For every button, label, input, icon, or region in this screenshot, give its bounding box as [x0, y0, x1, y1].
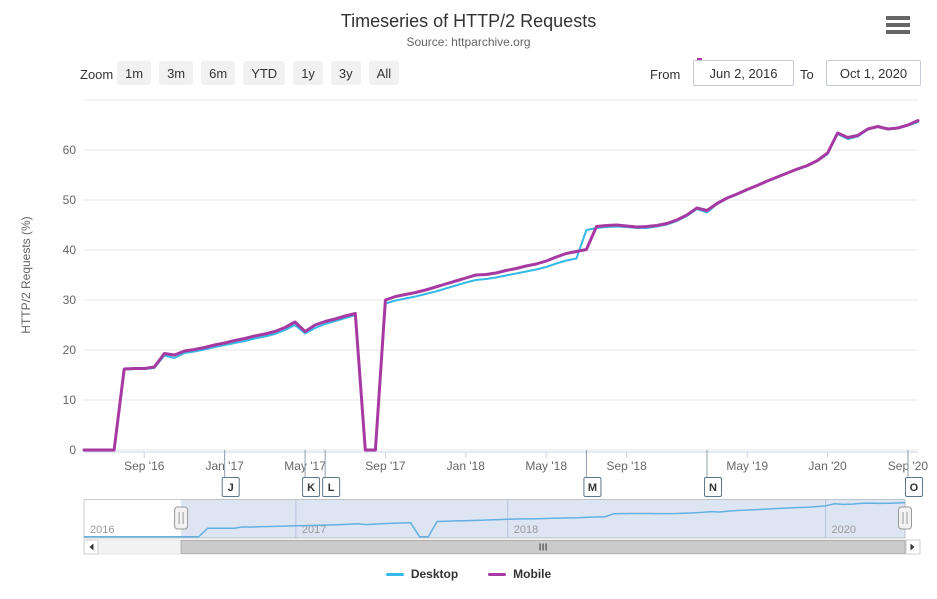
y-tick-label-0: 0 — [69, 443, 76, 457]
zoom-button-ytd[interactable]: YTD — [243, 61, 286, 85]
x-tick-label: Jan '18 — [447, 459, 486, 473]
zoom-button-1y[interactable]: 1y — [293, 61, 323, 85]
scrollbar — [83, 539, 921, 555]
x-tick-label: May '19 — [726, 459, 768, 473]
hamburger-bar — [886, 23, 910, 27]
legend-item-desktop[interactable]: Desktop — [385, 567, 459, 581]
flag-box — [583, 477, 602, 497]
chart-subtitle: Source: httparchive.org — [406, 35, 531, 49]
navigator-year-label: 2020 — [832, 524, 856, 536]
flag-box — [302, 477, 321, 497]
flag-letter: L — [328, 482, 335, 494]
navigator-left-handle-body — [174, 506, 189, 530]
from-date-input[interactable] — [693, 60, 794, 86]
flag-K[interactable]: K — [302, 450, 321, 497]
zoom-range-buttons: 1m 3m 6m YTD 1y 3y All — [117, 61, 400, 85]
flag-letter: O — [910, 482, 919, 494]
x-tick-label: May '18 — [525, 459, 567, 473]
y-tick-label-30: 30 — [63, 293, 77, 307]
legend-label: Desktop — [410, 567, 459, 581]
legend: Desktop Mobile — [0, 567, 937, 581]
zoom-button-all[interactable]: All — [368, 61, 400, 85]
right-arrow-icon — [910, 543, 915, 551]
flag-M[interactable]: M — [583, 450, 602, 497]
flag-box — [322, 477, 341, 497]
from-label: From — [650, 67, 681, 82]
flag-N[interactable]: N — [703, 450, 722, 497]
x-axis: Sep '16 Jan '17 May '17 Sep '17 Jan '18 May '… — [84, 451, 928, 473]
navigator-right-handle-body — [898, 506, 912, 530]
x-tick-label: Sep '17 — [365, 459, 406, 473]
flag-L[interactable]: L — [322, 450, 341, 497]
legend-label: Mobile — [513, 567, 552, 581]
y-axis-labels: 0 10 20 30 40 50 60 HTTP/2 Requests (%) — [19, 143, 76, 457]
y-tick-label-60: 60 — [63, 143, 77, 157]
zoom-button-3y[interactable]: 3y — [330, 61, 361, 85]
zoom-button-6m[interactable]: 6m — [201, 61, 236, 85]
legend-item-mobile[interactable]: Mobile — [488, 567, 551, 581]
y-tick-label-40: 40 — [63, 243, 77, 257]
mobile-series-line[interactable] — [82, 119, 920, 452]
x-tick-label: Sep '16 — [124, 459, 165, 473]
to-date-input[interactable] — [826, 60, 921, 86]
navigator-series-line — [84, 501, 906, 538]
navigator: 2016 2017 2018 2020 — [83, 499, 912, 539]
legend-swatch-mobile — [488, 572, 507, 576]
hamburger-menu-icon[interactable] — [886, 16, 910, 34]
navigator-year-label: 2018 — [514, 524, 538, 536]
x-tick-label: Jan '20 — [808, 459, 847, 473]
hamburger-bar — [886, 16, 910, 20]
flag-letter: J — [228, 482, 234, 494]
chart-title: Timeseries of HTTP/2 Requests — [340, 11, 597, 31]
series-lines — [82, 119, 920, 452]
flag-box — [703, 477, 722, 497]
to-label: To — [800, 67, 814, 82]
navigator-year-label: 2016 — [90, 524, 114, 536]
flag-letter: K — [307, 482, 315, 494]
x-tick-label: Sep '18 — [606, 459, 647, 473]
flag-box — [221, 477, 240, 497]
navigator-left-handle[interactable] — [174, 506, 189, 530]
zoom-button-3m[interactable]: 3m — [159, 61, 194, 85]
y-gridlines — [84, 99, 918, 451]
y-tick-label-10: 10 — [63, 393, 77, 407]
zoom-button-1m[interactable]: 1m — [117, 61, 152, 85]
navigator-right-handle[interactable] — [898, 506, 912, 530]
flag-O[interactable]: O — [904, 450, 923, 497]
left-arrow-icon — [89, 543, 94, 551]
flag-J[interactable]: J — [221, 450, 240, 497]
hamburger-bar — [886, 30, 910, 34]
zoom-label: Zoom — [80, 67, 114, 82]
navigator-year-label: 2017 — [302, 524, 326, 536]
flag-letter: M — [588, 482, 597, 494]
y-axis-title: HTTP/2 Requests (%) — [19, 216, 33, 333]
event-flags: J K L M N O — [221, 450, 923, 497]
legend-swatch-desktop — [385, 572, 404, 576]
flag-letter: N — [709, 482, 717, 494]
y-tick-label-20: 20 — [63, 343, 77, 357]
y-tick-label-50: 50 — [63, 193, 77, 207]
flag-box — [904, 477, 923, 497]
